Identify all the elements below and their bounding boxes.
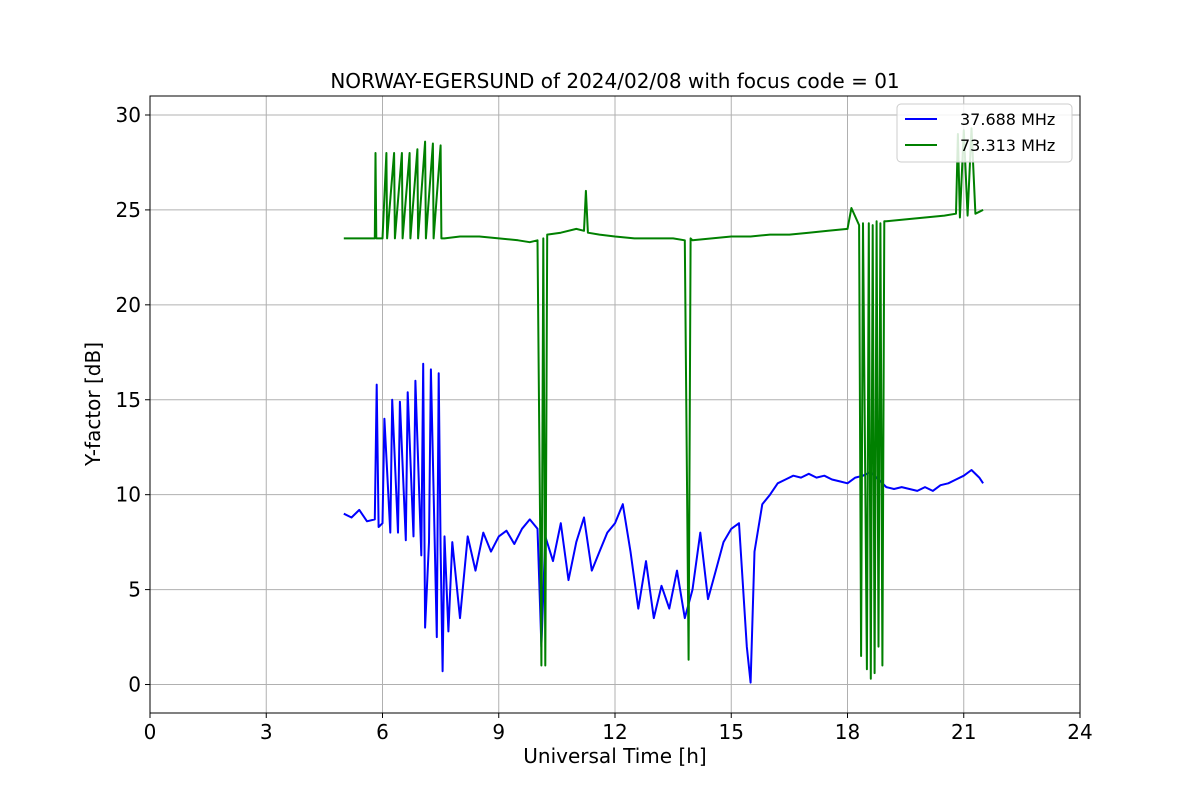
x-tick-label: 3 (260, 720, 273, 744)
x-tick-label: 24 (1067, 720, 1092, 744)
y-tick-label: 5 (128, 578, 141, 602)
chart-title: NORWAY-EGERSUND of 2024/02/08 with focus… (330, 69, 899, 93)
legend-label-37688: 37.688 MHz (960, 110, 1055, 129)
series-group (343, 127, 984, 684)
x-tick-label: 12 (602, 720, 627, 744)
x-axis-label: Universal Time [h] (523, 744, 706, 768)
x-tick-label: 18 (835, 720, 860, 744)
legend-label-73313: 73.313 MHz (960, 136, 1055, 155)
legend-box (896, 103, 1073, 163)
legend: 37.688 MHz 73.313 MHz (896, 103, 1073, 163)
series-line-1 (343, 127, 984, 680)
y-tick-label: 30 (116, 103, 141, 127)
x-tick-label: 21 (951, 720, 976, 744)
y-tick-label: 10 (116, 483, 141, 507)
y-tick-label: 20 (116, 293, 141, 317)
x-tick-label: 15 (719, 720, 744, 744)
y-ticks: 0 5 10 15 20 25 30 (116, 103, 150, 697)
x-tick-label: 0 (144, 720, 157, 744)
x-tick-label: 9 (492, 720, 505, 744)
x-tick-label: 6 (376, 720, 389, 744)
y-tick-label: 25 (116, 198, 141, 222)
y-tick-label: 0 (128, 673, 141, 697)
x-ticks: 0 3 6 9 12 15 18 21 24 (144, 713, 1093, 744)
grid (149, 96, 1081, 713)
series-line-0 (343, 362, 984, 684)
y-axis-label: Y-factor [dB] (81, 342, 105, 467)
y-tick-label: 15 (116, 388, 141, 412)
